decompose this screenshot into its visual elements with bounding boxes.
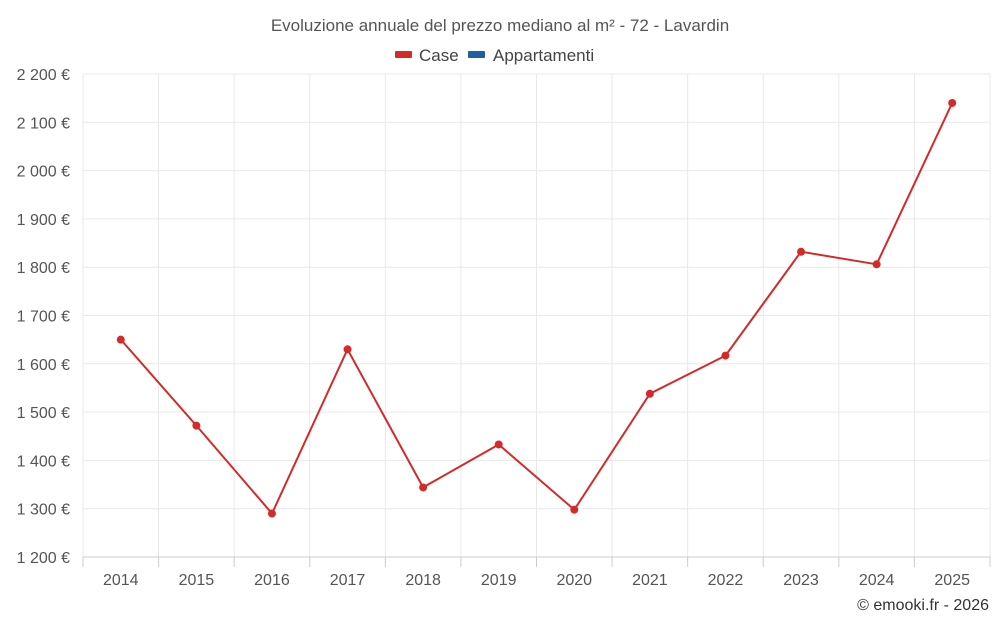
legend-item-appartamenti[interactable]: Appartamenti xyxy=(468,46,594,65)
y-tick-label: 1 500 € xyxy=(17,405,70,422)
data-point-case-2017[interactable] xyxy=(343,345,352,354)
y-axis: 1 200 € 1 300 € 1 400 € 1 500 € 1 600 € 1 700… xyxy=(17,67,70,567)
x-tick-label: 2014 xyxy=(103,572,139,589)
data-point-case-2023[interactable] xyxy=(797,247,806,256)
x-tick-label: 2019 xyxy=(481,572,517,589)
data-point-case-2016[interactable] xyxy=(267,509,276,518)
x-tick-label: 2017 xyxy=(330,572,366,589)
legend-label-appartamenti[interactable]: Appartamenti xyxy=(493,46,594,65)
data-point-case-2021[interactable] xyxy=(645,389,654,398)
x-tick-label: 2022 xyxy=(708,572,744,589)
legend[interactable]: Case Appartamenti xyxy=(395,46,594,65)
data-point-case-2019[interactable] xyxy=(494,440,503,449)
y-tick-label: 2 000 € xyxy=(17,164,70,181)
data-point-case-2025[interactable] xyxy=(948,98,957,107)
x-tick-label: 2015 xyxy=(179,572,215,589)
data-point-case-2014[interactable] xyxy=(116,335,125,344)
y-tick-label: 1 300 € xyxy=(17,502,70,519)
x-tick-label: 2025 xyxy=(934,572,970,589)
y-tick-label: 2 100 € xyxy=(17,115,70,132)
y-tick-label: 2 200 € xyxy=(17,67,70,84)
legend-item-case[interactable]: Case xyxy=(395,46,459,65)
legend-label-case[interactable]: Case xyxy=(419,46,459,65)
data-point-case-2020[interactable] xyxy=(570,505,579,514)
x-tick-label: 2018 xyxy=(405,572,441,589)
x-tick-label: 2016 xyxy=(254,572,290,589)
x-tick-label: 2023 xyxy=(783,572,819,589)
y-tick-label: 1 900 € xyxy=(17,212,70,229)
y-tick-label: 1 400 € xyxy=(17,453,70,470)
y-tick-label: 1 700 € xyxy=(17,309,70,326)
x-axis: 2014 2015 2016 2017 2018 2019 2020 2021 2022 2023… xyxy=(82,556,991,589)
data-point-case-2024[interactable] xyxy=(872,260,881,269)
y-tick-label: 1 200 € xyxy=(17,550,70,567)
y-tick-label: 1 600 € xyxy=(17,357,70,374)
x-tick-label: 2024 xyxy=(859,572,895,589)
data-point-case-2018[interactable] xyxy=(419,483,428,492)
data-point-case-2015[interactable] xyxy=(192,421,201,430)
chart-title: Evoluzione annuale del prezzo mediano al… xyxy=(271,16,729,35)
data-point-case-2022[interactable] xyxy=(721,351,730,360)
series-line-case xyxy=(120,102,954,515)
chart-credit: © emooki.fr - 2026 xyxy=(857,597,989,614)
y-tick-label: 1 800 € xyxy=(17,260,70,277)
x-tick-label: 2020 xyxy=(556,572,592,589)
legend-swatch-case xyxy=(395,51,412,58)
grid xyxy=(82,73,991,557)
legend-swatch-appartamenti xyxy=(468,51,485,58)
x-tick-label: 2021 xyxy=(632,572,668,589)
series-case xyxy=(116,98,957,518)
